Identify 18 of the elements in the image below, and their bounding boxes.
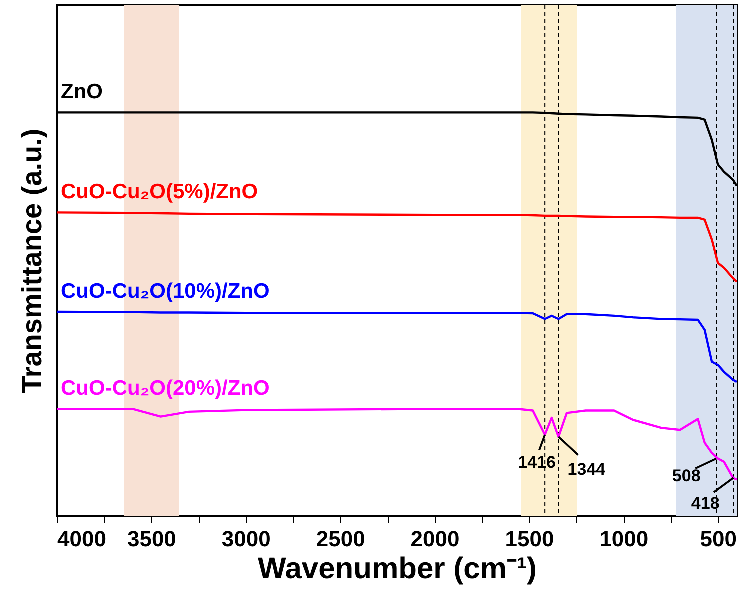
x-tick-label: 2500: [316, 526, 366, 552]
x-tick-label: 1000: [600, 526, 649, 552]
x-tick-label: 500: [700, 526, 737, 552]
x-tick-label: 2000: [410, 526, 460, 552]
x-tick-label: 3500: [127, 526, 176, 552]
y-axis-title: Transmittance (a.u.): [16, 128, 48, 394]
series-label: CuO-Cu₂O(5%)/ZnO: [61, 180, 258, 204]
annotation: 1344: [568, 460, 606, 479]
x-tick-label: 3000: [222, 526, 271, 552]
series-label: CuO-Cu₂O(20%)/ZnO: [61, 377, 270, 400]
annotation: 508: [672, 466, 701, 486]
x-tick-label: 1500: [505, 526, 554, 552]
series-label: ZnO: [61, 80, 103, 104]
annotation: 418: [691, 494, 720, 514]
annotation: 1416: [518, 452, 556, 472]
series-label: CuO-Cu₂O(10%)/ZnO: [61, 280, 270, 303]
x-tick-label: 4000: [58, 526, 106, 552]
x-axis-title: Wavenumber (cm⁻¹): [258, 552, 537, 586]
